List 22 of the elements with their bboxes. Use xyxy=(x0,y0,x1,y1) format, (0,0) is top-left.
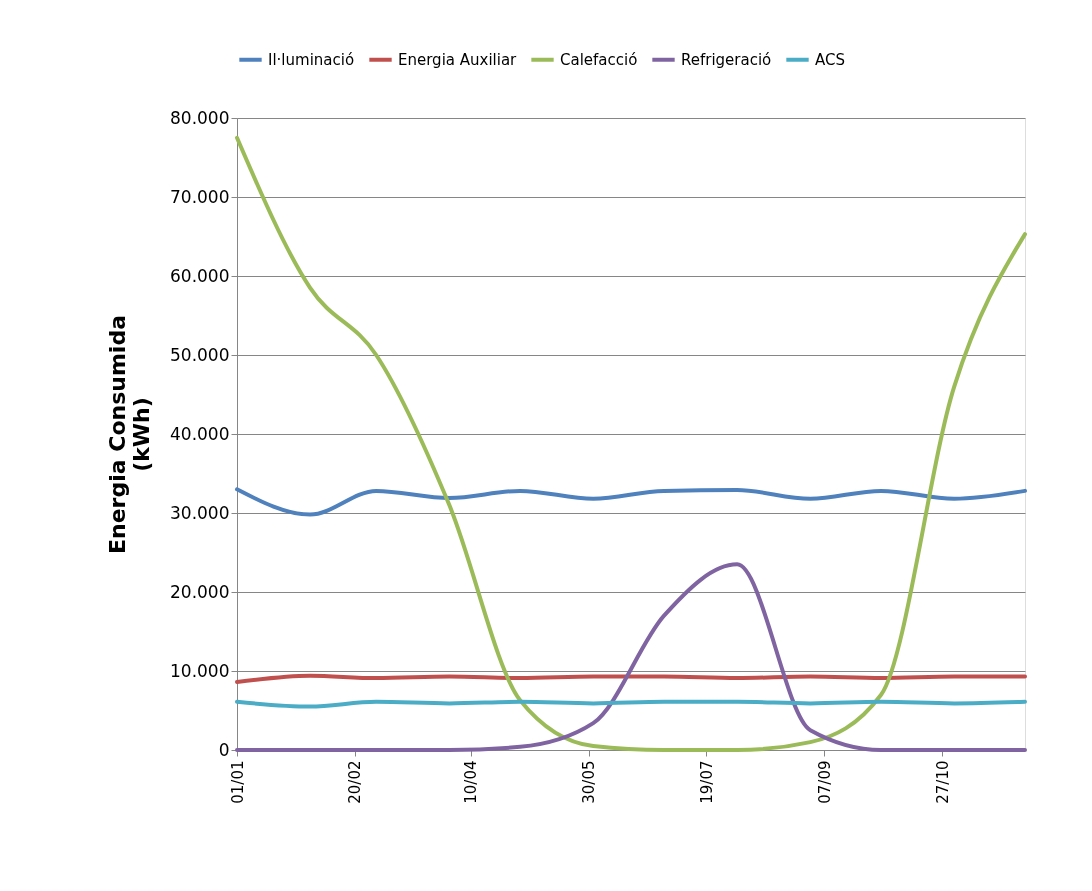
x-tick-label: 10/04 xyxy=(462,760,481,804)
legend-label: ACS xyxy=(815,50,845,69)
x-tick-label: 30/05 xyxy=(580,760,599,804)
y-tick-label: 80.000 xyxy=(170,107,230,128)
y-tick-label: 20.000 xyxy=(170,581,230,602)
y-axis-title: Energia Consumida (kWh) xyxy=(105,315,155,554)
legend-label: Il·luminació xyxy=(268,50,355,69)
x-tick-label: 27/10 xyxy=(933,760,952,804)
y-tick-label: 0 xyxy=(218,739,230,760)
x-tick-label: 19/07 xyxy=(698,760,716,804)
legend-label: Refrigeració xyxy=(681,50,772,69)
y-tick-label: 70.000 xyxy=(170,186,230,207)
y-tick-label: 40.000 xyxy=(170,423,230,444)
legend-label: Calefacció xyxy=(560,50,638,69)
y-tick-label: 10.000 xyxy=(170,660,230,681)
y-tick-label: 50.000 xyxy=(170,344,230,365)
x-tick-label: 07/09 xyxy=(815,760,834,804)
y-tick-label: 60.000 xyxy=(170,265,230,286)
legend-label: Energia Auxiliar xyxy=(398,50,518,69)
x-tick-label: 20/02 xyxy=(346,760,365,804)
x-tick-label: 01/01 xyxy=(228,760,247,804)
y-tick-label: 30.000 xyxy=(170,502,230,523)
